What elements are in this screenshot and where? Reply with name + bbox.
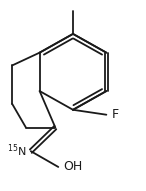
Text: $^{15}$N: $^{15}$N bbox=[7, 143, 27, 159]
Text: F: F bbox=[112, 108, 119, 121]
Text: OH: OH bbox=[63, 160, 82, 173]
